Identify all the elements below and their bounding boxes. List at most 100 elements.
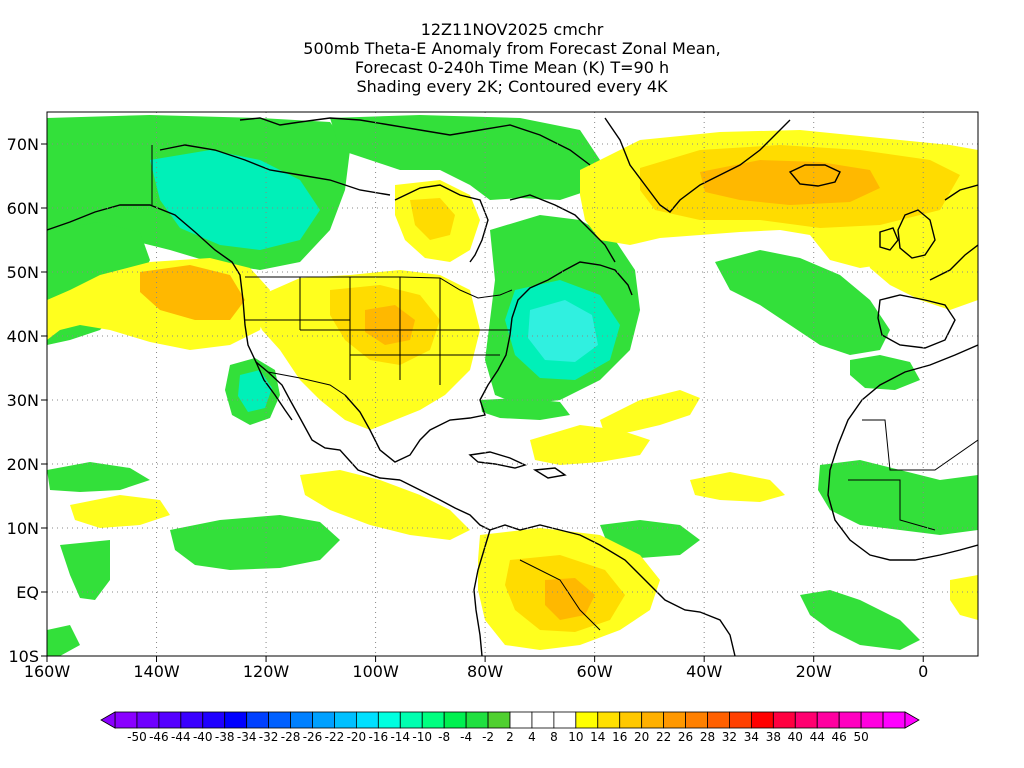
map-frame bbox=[46, 111, 979, 657]
colorbar-label: -14 bbox=[390, 730, 410, 744]
colorbar-swatch bbox=[465, 711, 489, 729]
shade-region-green bbox=[818, 460, 978, 535]
colorbar-swatch bbox=[246, 711, 270, 729]
colorbar-label: 14 bbox=[590, 730, 605, 744]
shade-region-yellow bbox=[600, 390, 700, 435]
shade-region-teal bbox=[150, 150, 320, 250]
shade-region-green bbox=[170, 515, 340, 570]
colorbar-swatch bbox=[619, 711, 643, 729]
coastline-central-america bbox=[399, 479, 491, 531]
border-africa-2 bbox=[848, 479, 936, 531]
border-sa-1 bbox=[519, 559, 601, 631]
anomaly-shading bbox=[47, 115, 978, 656]
colorbar-label: -44 bbox=[171, 730, 191, 744]
colorbar-swatch bbox=[487, 711, 511, 729]
lon-label: 100W bbox=[352, 662, 399, 681]
coastline-greenland bbox=[604, 117, 791, 213]
title-line-3: Forecast 0-240h Time Mean (K) T=90 h bbox=[354, 58, 670, 77]
shade-region-orange bbox=[140, 265, 245, 320]
colorbar-label: 22 bbox=[656, 730, 671, 744]
colorbar-swatch bbox=[421, 711, 445, 729]
shade-region-yellow bbox=[690, 472, 785, 502]
lon-label: 20W bbox=[796, 662, 832, 681]
colorbar-swatch bbox=[816, 711, 840, 729]
lat-label: 60N bbox=[7, 199, 39, 218]
colorbar-swatch bbox=[334, 711, 357, 729]
shade-region-yellow bbox=[70, 495, 170, 528]
latitude-labels: 70N 60N 50N 40N 30N 20N 10N EQ 10S bbox=[7, 135, 47, 666]
shade-region-green bbox=[60, 540, 110, 600]
colorbar-label: -20 bbox=[347, 730, 367, 744]
coastline-gulf bbox=[344, 317, 513, 463]
coastline-baja bbox=[255, 361, 293, 421]
shade-region-green bbox=[715, 250, 890, 355]
shade-region-cyan bbox=[528, 300, 598, 362]
colorbar-swatch bbox=[290, 711, 313, 729]
title-line-4: Shading every 2K; Contoured every 4K bbox=[356, 77, 668, 96]
shade-region-green bbox=[47, 462, 150, 492]
coastline-ireland bbox=[879, 227, 899, 251]
title-line-1: 12Z11NOV2025 cmchr bbox=[420, 20, 604, 39]
colorbar-label: 8 bbox=[550, 730, 558, 744]
lat-label: 50N bbox=[7, 263, 39, 282]
shade-region-yellow bbox=[860, 220, 978, 310]
colorbar-label: 34 bbox=[744, 730, 759, 744]
colorbar-label: -46 bbox=[149, 730, 169, 744]
colorbar-swatch bbox=[355, 711, 379, 729]
colorbar-swatch bbox=[838, 711, 862, 729]
lat-label: 10S bbox=[8, 647, 39, 666]
lat-label: 40N bbox=[7, 327, 39, 346]
colorbar-label: 40 bbox=[788, 730, 803, 744]
lat-label: 10N bbox=[7, 519, 39, 538]
colorbar-label: -10 bbox=[412, 730, 432, 744]
colorbar-label: -26 bbox=[303, 730, 323, 744]
colorbar-label: 46 bbox=[832, 730, 847, 744]
longitude-labels: 160W 140W 120W 100W 80W 60W 40W 20W 0 bbox=[24, 656, 928, 681]
shade-region-yellow bbox=[950, 575, 978, 620]
colorbar-swatch bbox=[685, 711, 708, 729]
shade-region-green bbox=[47, 625, 80, 656]
colorbar-swatch bbox=[202, 711, 226, 729]
colorbar-label: 32 bbox=[722, 730, 737, 744]
colorbar-label: 4 bbox=[528, 730, 536, 744]
shade-region-yellow bbox=[300, 470, 470, 540]
colorbar-label: 44 bbox=[810, 730, 825, 744]
coastline-scandinavia bbox=[944, 184, 978, 201]
coastline-iceland bbox=[788, 164, 841, 187]
lon-label: 0 bbox=[918, 662, 928, 681]
border-us-states-1 bbox=[299, 277, 441, 385]
colorbar-swatch bbox=[641, 711, 665, 729]
colorbar-swatch bbox=[553, 711, 577, 729]
colorbar-label: 26 bbox=[678, 730, 693, 744]
coastline-iberia bbox=[877, 294, 956, 349]
colorbar-label: -22 bbox=[325, 730, 345, 744]
lat-label: EQ bbox=[16, 583, 39, 602]
colorbar-swatch bbox=[180, 711, 204, 729]
colorbar-swatch bbox=[136, 711, 160, 729]
map-plot-area bbox=[47, 112, 978, 656]
lon-label: 140W bbox=[133, 662, 180, 681]
colorbar-label: 16 bbox=[612, 730, 627, 744]
colorbar-label: -8 bbox=[438, 730, 450, 744]
shade-region-green bbox=[800, 590, 920, 650]
colorbar-swatch bbox=[575, 711, 599, 729]
colorbar-swatch bbox=[377, 711, 401, 729]
coastline-hispaniola bbox=[532, 467, 567, 479]
colorbar: -50 -46 -44 -40 -38 -34 -32 -28 -26 -22 -20 -16 -14-… bbox=[100, 711, 920, 744]
shade-region-orange bbox=[545, 578, 595, 620]
coastline-africa bbox=[827, 344, 978, 561]
shade-region-yellow bbox=[530, 425, 650, 465]
colorbar-min-arrow bbox=[100, 711, 116, 729]
colorbar-label: -32 bbox=[259, 730, 279, 744]
coastline-na-west bbox=[47, 204, 401, 481]
colorbar-label: 2 bbox=[506, 730, 514, 744]
colorbar-swatch bbox=[312, 711, 335, 729]
coastline-south-america bbox=[489, 524, 736, 656]
colorbar-label: 28 bbox=[700, 730, 715, 744]
lon-label: 60W bbox=[577, 662, 613, 681]
colorbar-label: 10 bbox=[568, 730, 583, 744]
shade-region-green bbox=[480, 398, 570, 420]
coastline-arctic bbox=[159, 144, 391, 196]
title-line-2: 500mb Theta-E Anomaly from Forecast Zona… bbox=[303, 39, 721, 58]
